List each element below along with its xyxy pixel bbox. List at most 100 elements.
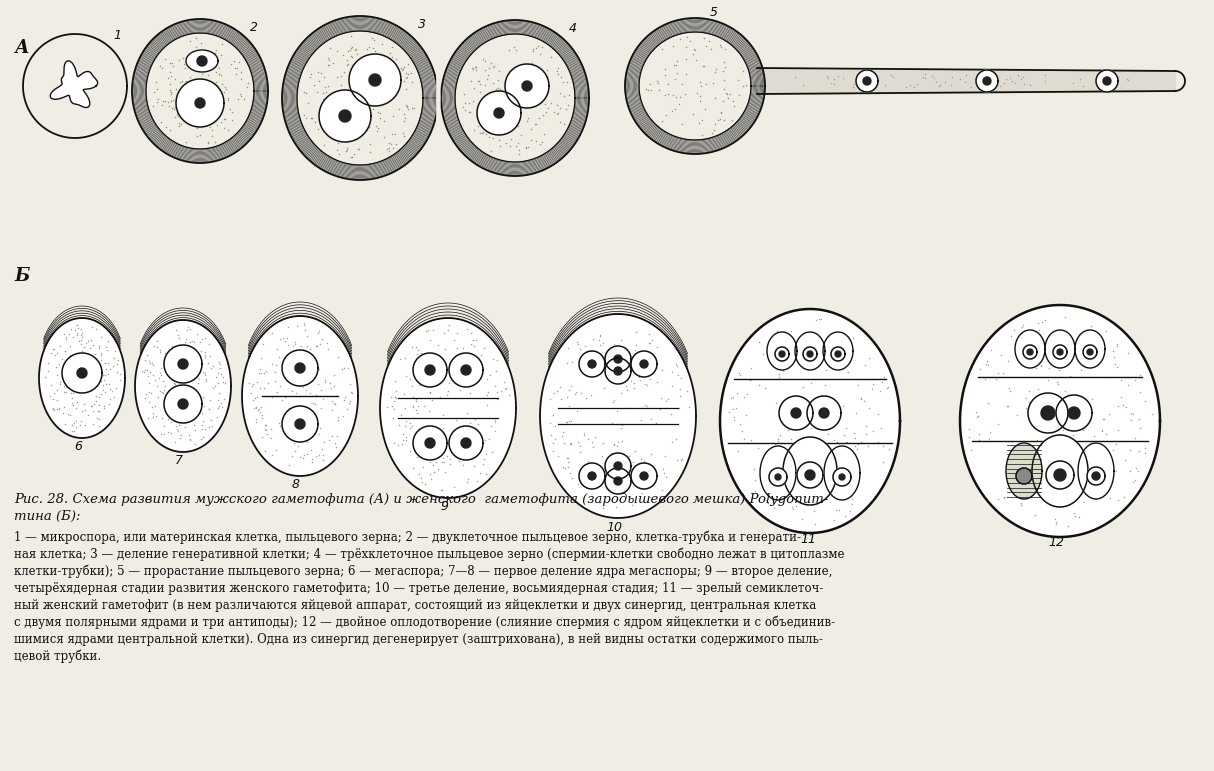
Point — [295, 317, 314, 329]
Point — [571, 446, 590, 458]
Point — [169, 328, 188, 341]
Point — [421, 473, 441, 485]
Point — [849, 379, 868, 391]
Point — [635, 399, 654, 412]
Point — [486, 425, 505, 437]
Point — [219, 94, 238, 106]
Point — [499, 44, 518, 56]
Point — [562, 355, 582, 368]
Point — [1049, 378, 1068, 390]
Text: 9: 9 — [439, 500, 448, 513]
Point — [249, 403, 268, 416]
Point — [76, 348, 96, 361]
Point — [734, 433, 754, 445]
Point — [509, 120, 528, 133]
Point — [185, 345, 204, 358]
Point — [711, 41, 731, 53]
Point — [164, 372, 183, 384]
Point — [612, 485, 631, 497]
Point — [313, 454, 333, 466]
Point — [501, 133, 521, 145]
Point — [731, 369, 750, 381]
Point — [64, 416, 84, 429]
Point — [855, 359, 874, 372]
Point — [483, 103, 503, 116]
Point — [164, 403, 183, 416]
Point — [403, 76, 422, 88]
Point — [396, 415, 415, 427]
Point — [138, 370, 158, 382]
Point — [352, 69, 371, 82]
Point — [529, 112, 549, 124]
Point — [971, 363, 991, 375]
Point — [318, 59, 337, 71]
Point — [512, 129, 532, 141]
Point — [384, 86, 403, 99]
Point — [1117, 73, 1136, 86]
Point — [697, 78, 716, 90]
Point — [521, 79, 540, 92]
Point — [516, 142, 535, 154]
Point — [1011, 497, 1031, 509]
Point — [382, 81, 402, 93]
Point — [634, 483, 653, 495]
Point — [312, 67, 331, 79]
Point — [151, 345, 170, 358]
Point — [562, 415, 582, 427]
Point — [293, 433, 312, 445]
Point — [733, 65, 753, 77]
Point — [324, 88, 344, 100]
Point — [271, 420, 290, 433]
Point — [824, 73, 844, 86]
Point — [354, 91, 374, 103]
Point — [195, 61, 215, 73]
Point — [373, 58, 392, 70]
Point — [790, 401, 810, 413]
Point — [358, 124, 378, 136]
Point — [369, 71, 388, 83]
Point — [403, 400, 422, 412]
Point — [368, 122, 387, 134]
Point — [181, 433, 200, 445]
Point — [671, 454, 691, 466]
Point — [755, 463, 775, 476]
Point — [558, 452, 578, 464]
Point — [605, 394, 624, 406]
Point — [270, 380, 289, 392]
Point — [339, 45, 358, 57]
Point — [73, 372, 92, 385]
Polygon shape — [176, 79, 225, 127]
Point — [986, 72, 1005, 84]
Point — [61, 349, 80, 362]
Point — [505, 79, 524, 91]
Point — [165, 378, 185, 390]
Point — [159, 368, 178, 380]
Point — [393, 126, 413, 139]
Point — [348, 79, 368, 92]
Point — [728, 74, 748, 86]
Point — [778, 456, 798, 469]
Point — [227, 62, 246, 75]
Point — [1012, 321, 1032, 333]
Point — [1060, 481, 1079, 493]
Point — [398, 71, 418, 83]
Point — [327, 103, 346, 115]
Point — [200, 93, 220, 106]
Point — [183, 419, 203, 431]
Point — [1008, 341, 1027, 353]
Point — [256, 419, 276, 432]
Point — [181, 35, 200, 47]
Point — [836, 423, 856, 435]
Point — [246, 401, 266, 413]
Point — [730, 366, 749, 379]
Point — [318, 79, 337, 92]
Point — [464, 62, 483, 75]
Point — [79, 409, 98, 422]
Point — [155, 52, 175, 65]
Point — [200, 120, 220, 133]
Point — [656, 449, 675, 462]
Point — [635, 460, 654, 473]
Point — [681, 35, 700, 47]
Point — [612, 462, 631, 474]
Point — [300, 342, 319, 355]
